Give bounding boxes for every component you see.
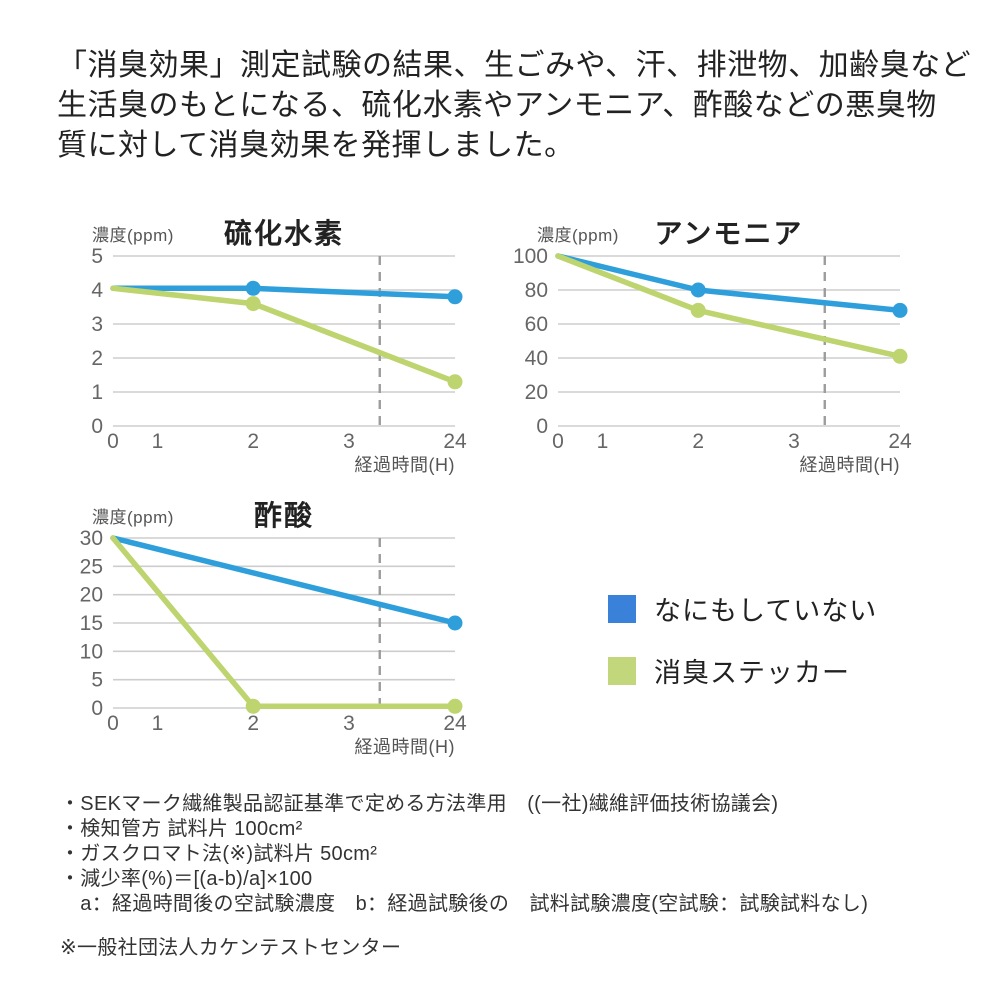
x-axis-label: 経過時間(H) (799, 455, 900, 475)
data-point (447, 374, 463, 390)
x-tick-label: 3 (343, 430, 355, 453)
chart-acetic-acid: 濃度(ppm) 酢酸 0 5 10 15 20 25 30 0 1 2 3 24 経過時間(H) (59, 497, 479, 757)
x-tick-label: 2 (692, 430, 704, 453)
y-tick-label: 0 (91, 697, 103, 720)
y-tick-label: 5 (91, 245, 103, 268)
y-axis-label: 濃度(ppm) (92, 508, 174, 527)
y-tick-label: 100 (513, 245, 548, 268)
data-point (892, 348, 908, 364)
y-tick-label: 25 (80, 555, 103, 578)
legend-swatch-blue (608, 594, 636, 623)
x-tick-label: 2 (247, 712, 259, 735)
footnote-source: ※一般社団法人カケンテストセンター (60, 937, 402, 959)
data-point (245, 698, 261, 714)
y-tick-label: 4 (91, 279, 103, 302)
y-tick-label: 2 (91, 347, 103, 370)
y-tick-label: 30 (80, 527, 103, 550)
line-chart-plot: 0 1 2 3 4 5 0 1 2 3 24 (91, 245, 467, 453)
series-line (110, 285, 458, 385)
intro-line-3: 質に対して消臭効果を発揮しました。 (57, 129, 575, 162)
chart-title: 硫化水素 (223, 218, 344, 249)
legend-label-untreated: なにもしていない (654, 596, 878, 626)
data-point (447, 289, 463, 305)
series-line (110, 535, 458, 626)
x-tick-label: 24 (443, 712, 467, 735)
intro-text: 「消臭効果」測定試験の結果、生ごみや、汗、排泄物、加齢臭など 生活臭のもとになる… (57, 46, 971, 166)
y-tick-label: 3 (91, 313, 103, 336)
series-line (555, 253, 903, 314)
line-chart-plot: 0 20 40 60 80 100 0 1 2 3 24 (513, 245, 912, 453)
y-axis-label: 濃度(ppm) (92, 226, 174, 245)
x-tick-label: 24 (443, 430, 467, 453)
y-tick-label: 0 (91, 415, 103, 438)
x-tick-label: 1 (152, 712, 164, 735)
chart-title: 酢酸 (253, 500, 314, 531)
legend-label-deodorant-sticker: 消臭ステッカー (654, 658, 850, 688)
data-point (690, 282, 706, 298)
x-tick-label: 24 (888, 430, 912, 453)
chart-ammonia: 濃度(ppm) アンモニア 0 20 40 60 80 100 0 1 2 3 24 経過時間(H) (504, 215, 924, 475)
x-tick-label: 1 (152, 430, 164, 453)
footnote-line-1: ・SEKマーク繊維製品認証基準で定める方法準用 ((一社)繊維評価技術協議会) (60, 793, 779, 815)
y-tick-label: 20 (80, 584, 103, 607)
chart-hydrogen-sulfide: 濃度(ppm) 硫化水素 0 1 2 3 4 5 0 1 2 3 24 経過時間(H) (59, 215, 479, 475)
x-tick-label: 2 (247, 430, 259, 453)
series-line (110, 535, 458, 710)
y-tick-label: 15 (80, 612, 103, 635)
data-point (892, 302, 908, 318)
y-tick-label: 80 (525, 279, 548, 302)
footnote-line-2: ・検知管方 試料片 100cm² (60, 818, 303, 840)
legend-swatch-green (608, 656, 636, 685)
y-tick-label: 1 (91, 381, 103, 404)
intro-line-1: 「消臭効果」測定試験の結果、生ごみや、汗、排泄物、加齢臭など (57, 49, 972, 82)
footnote-line-3: ・ガスクロマト法(※)試料片 50cm² (60, 843, 378, 865)
x-axis-label: 経過時間(H) (354, 455, 455, 475)
data-point (447, 698, 463, 714)
footnote-line-4: ・減少率(%)＝[(a-b)/a]×100 (60, 868, 313, 890)
y-tick-label: 5 (91, 669, 103, 692)
chart-title: アンモニア (654, 218, 804, 249)
y-tick-label: 0 (536, 415, 548, 438)
x-tick-label: 1 (597, 430, 609, 453)
x-tick-label: 3 (788, 430, 800, 453)
footnotes: ・SEKマーク繊維製品認証基準で定める方法準用 ((一社)繊維評価技術協議会) … (60, 792, 868, 917)
x-tick-label: 0 (552, 430, 564, 453)
y-tick-label: 60 (525, 313, 548, 336)
legend: なにもしていない 消臭ステッカー (608, 589, 877, 713)
legend-item-deodorant-sticker: 消臭ステッカー (608, 651, 877, 690)
x-tick-label: 0 (107, 430, 119, 453)
x-tick-label: 3 (343, 712, 355, 735)
data-point (690, 302, 706, 318)
y-tick-label: 40 (525, 347, 548, 370)
legend-item-untreated: なにもしていない (608, 589, 877, 628)
data-point (245, 280, 261, 296)
x-tick-label: 0 (107, 712, 119, 735)
y-tick-label: 10 (80, 640, 103, 663)
y-axis-label: 濃度(ppm) (537, 226, 619, 245)
data-point (447, 615, 463, 631)
y-tick-label: 20 (525, 381, 548, 404)
x-axis-label: 経過時間(H) (354, 737, 455, 757)
data-point (245, 296, 261, 312)
intro-line-2: 生活臭のもとになる、硫化水素やアンモニア、酢酸などの悪臭物 (57, 89, 937, 122)
footnote-line-5: a：経過時間後の空試験濃度 b：経過試験後の 試料試験濃度(空試験：試験試料なし… (60, 893, 869, 915)
